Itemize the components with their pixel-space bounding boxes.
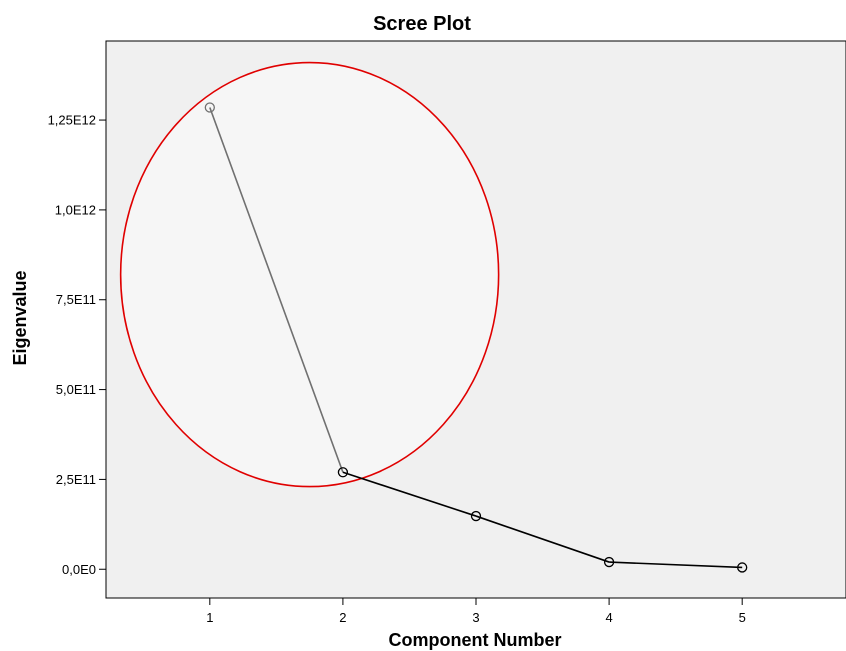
- series-line-segment: [475, 515, 610, 563]
- x-tick-label: 4: [605, 610, 612, 625]
- x-axis-title: Component Number: [389, 630, 562, 650]
- highlight-ellipse: [119, 61, 500, 488]
- series-line-segment: [209, 107, 344, 473]
- y-axis-title: Eigenvalue: [10, 270, 30, 365]
- data-point-marker: [204, 102, 215, 113]
- data-point-marker: [737, 562, 748, 573]
- y-tick-label: 2,5E11: [56, 472, 96, 487]
- y-tick-label: 7,5E11: [56, 292, 96, 307]
- data-point-marker: [337, 467, 349, 478]
- y-tick-label: 0,0E0: [62, 562, 96, 577]
- x-tick-label: 1: [206, 610, 213, 625]
- data-point-marker: [603, 556, 615, 568]
- y-tick-label: 1,0E12: [55, 202, 96, 217]
- x-tick-label: 5: [739, 610, 746, 625]
- data-point-marker: [470, 510, 482, 522]
- chart-title: Scree Plot: [373, 13, 471, 35]
- y-tick-label: 5,0E11: [56, 382, 96, 397]
- y-tick-label: 1,25E12: [48, 113, 96, 128]
- series-line-segment: [342, 471, 477, 517]
- series-line-segment: [609, 561, 743, 569]
- x-tick-label: 3: [472, 610, 479, 625]
- x-tick-label: 2: [339, 610, 346, 625]
